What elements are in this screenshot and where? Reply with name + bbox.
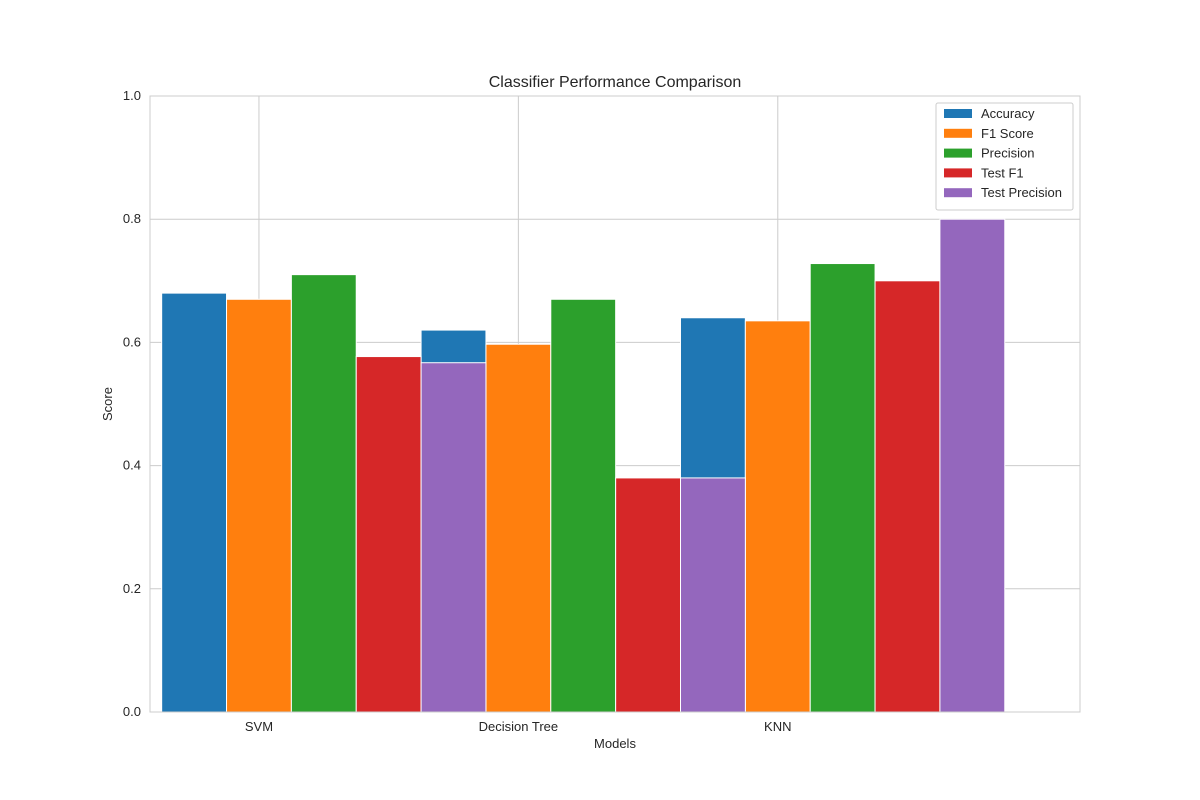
legend-swatch <box>944 109 972 118</box>
y-tick-label: 0.6 <box>123 334 141 349</box>
bar-test-precision-knn <box>939 218 1006 713</box>
legend-swatch <box>944 188 972 198</box>
legend: Accuracy F1 Score Precision Test F1 Test Pre… <box>935 102 1074 211</box>
x-tick-label: SVM <box>245 719 273 734</box>
bar-test-f1-svm <box>355 356 422 713</box>
plot-frame <box>149 95 1081 713</box>
y-axis-title: Score <box>100 387 115 421</box>
bar-precision-svm <box>290 274 357 713</box>
legend-label: Test F1 <box>981 165 1024 180</box>
legend-label: Precision <box>981 146 1034 161</box>
legend-swatch <box>944 128 972 138</box>
legend-swatch <box>944 148 972 158</box>
y-tick-label: 1.0 <box>123 88 141 103</box>
bar-accuracy-svm <box>161 292 228 713</box>
bars-layer <box>161 218 1006 713</box>
bar-precision-knn <box>809 263 876 713</box>
y-tick-label: 0.4 <box>123 458 141 473</box>
x-tick-label: Decision Tree <box>479 719 558 734</box>
bar-f1-score-svm <box>226 298 292 713</box>
legend-swatch <box>944 168 972 178</box>
bar-precision-decision-tree <box>550 298 617 713</box>
x-axis-title: Models <box>594 736 636 751</box>
bar-test-precision-decision-tree <box>680 477 746 713</box>
y-tick-label: 0.2 <box>123 581 141 596</box>
legend-label: F1 Score <box>981 126 1034 141</box>
chart-title: Classifier Performance Comparison <box>489 74 742 91</box>
bar-f1-score-decision-tree <box>485 343 552 713</box>
y-tick-label: 0.8 <box>123 211 141 226</box>
bar-test-f1-decision-tree <box>615 477 682 713</box>
y-tick-label: 0.0 <box>123 704 141 719</box>
bar-test-precision-svm <box>420 362 487 713</box>
x-tick-labels: SVM Decision Tree KNN <box>245 719 792 734</box>
legend-label: Accuracy <box>981 106 1035 121</box>
bar-test-f1-knn <box>874 280 941 713</box>
x-tick-label: KNN <box>764 719 791 734</box>
bar-f1-score-knn <box>744 320 811 713</box>
legend-label: Test Precision <box>981 185 1062 200</box>
y-tick-labels: 0.0 0.2 0.4 0.6 0.8 1.0 <box>123 88 141 719</box>
